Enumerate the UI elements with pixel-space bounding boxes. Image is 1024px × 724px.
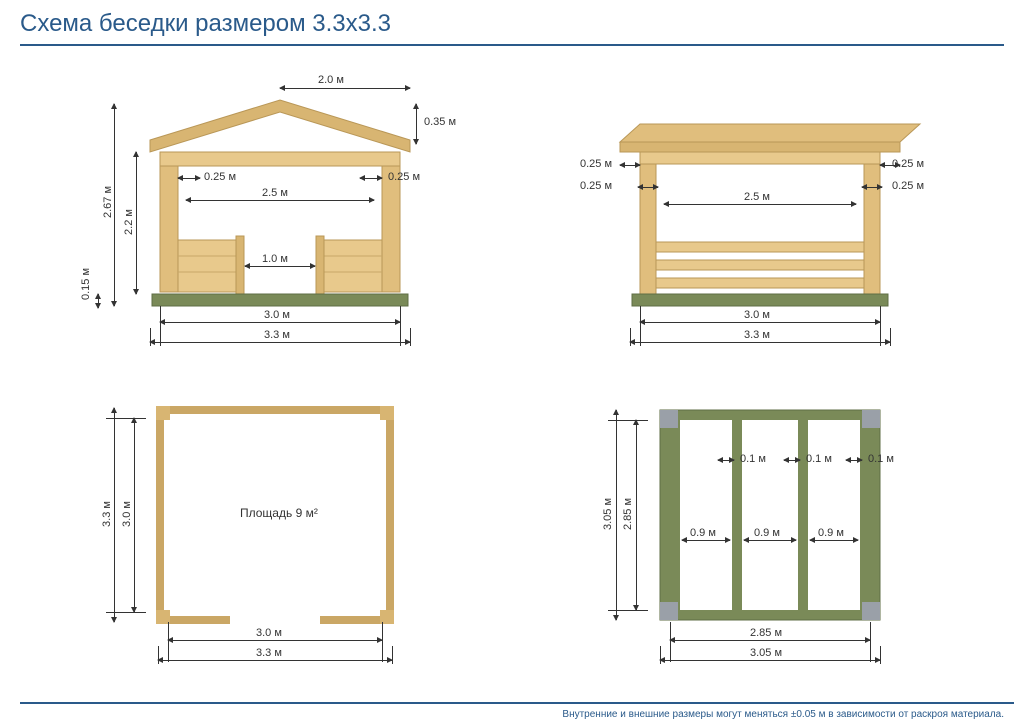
divider-top bbox=[20, 44, 1004, 46]
divider-bottom bbox=[20, 702, 1014, 704]
dim-found-outer-h: 3.05 м bbox=[602, 498, 614, 530]
dim-opening: 2.5 м bbox=[262, 187, 288, 199]
dim-side-opening: 2.5 м bbox=[744, 191, 770, 203]
dim-plan-outer-w: 3.3 м bbox=[256, 647, 282, 659]
footnote: Внутренние и внешние размеры могут менят… bbox=[562, 709, 1004, 720]
dim-roof-drop: 0.35 м bbox=[424, 116, 456, 128]
dim-side-inner-w: 3.0 м bbox=[744, 309, 770, 321]
side-elevation: 0.25 м 0.25 м 0.25 м 0.25 м 2.5 м 3.0 м … bbox=[540, 70, 970, 360]
dim-found-outer-w: 3.05 м bbox=[750, 647, 782, 659]
dim-post-left: 0.25 м bbox=[204, 171, 236, 183]
dim-found-inner-h: 2.85 м bbox=[622, 498, 634, 530]
dim-floor-thk: 0.15 м bbox=[80, 268, 92, 300]
dim-side-inner-r: 0.25 м bbox=[892, 180, 924, 192]
dim-found-inner-w: 2.85 м bbox=[750, 627, 782, 639]
dim-outer-w: 3.3 м bbox=[264, 329, 290, 341]
dim-gap-2: 0.1 м bbox=[806, 453, 832, 465]
dim-plan-outer-h: 3.3 м bbox=[101, 501, 113, 527]
page-title: Схема беседки размером 3.3x3.3 bbox=[0, 0, 1024, 44]
front-elevation: 2.0 м 0.35 м 0.25 м 0.25 м 2.5 м 1.0 м 2… bbox=[40, 70, 470, 360]
dim-plan-inner-w: 3.0 м bbox=[256, 627, 282, 639]
dim-door: 1.0 м bbox=[262, 253, 288, 265]
area-label: Площадь 9 м² bbox=[240, 506, 318, 520]
floor-plan-svg bbox=[40, 390, 470, 690]
dim-side-outer-w: 3.3 м bbox=[744, 329, 770, 341]
dim-side-post-l: 0.25 м bbox=[580, 158, 612, 170]
dim-roof-half: 2.0 м bbox=[318, 74, 344, 86]
dim-wall-h: 2.2 м bbox=[123, 209, 135, 235]
foundation-plan: 0.1 м 0.1 м 0.1 м 0.9 м 0.9 м 0.9 м 2.85… bbox=[540, 390, 970, 690]
dim-plan-inner-h: 3.0 м bbox=[121, 501, 133, 527]
dim-gap-1: 0.1 м bbox=[740, 453, 766, 465]
dim-post-right: 0.25 м bbox=[388, 171, 420, 183]
dim-total-h: 2.67 м bbox=[102, 186, 114, 218]
dim-inner-w: 3.0 м bbox=[264, 309, 290, 321]
drawing-area: 2.0 м 0.35 м 0.25 м 0.25 м 2.5 м 1.0 м 2… bbox=[0, 50, 1024, 694]
floor-plan: Площадь 9 м² 3.0 м 3.3 м 3.0 м 3.3 м bbox=[40, 390, 470, 690]
dim-span-2: 0.9 м bbox=[754, 527, 780, 539]
dim-span-1: 0.9 м bbox=[690, 527, 716, 539]
dim-side-inner-l: 0.25 м bbox=[580, 180, 612, 192]
dim-span-3: 0.9 м bbox=[818, 527, 844, 539]
dim-gap-3: 0.1 м bbox=[868, 453, 894, 465]
